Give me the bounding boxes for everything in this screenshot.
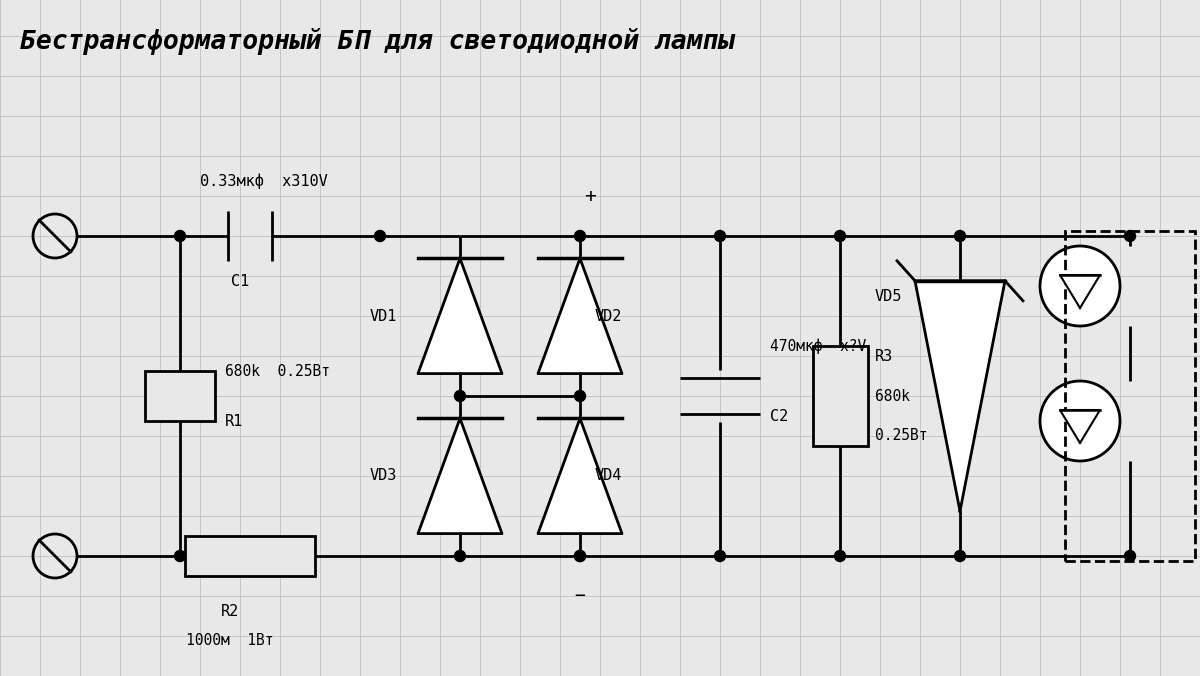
Circle shape — [954, 231, 966, 241]
Circle shape — [954, 550, 966, 562]
Circle shape — [714, 231, 726, 241]
Text: R1: R1 — [226, 414, 244, 429]
Circle shape — [1124, 550, 1135, 562]
Bar — [145, 371, 215, 421]
Text: 0.25Вт: 0.25Вт — [875, 429, 928, 443]
Bar — [185, 536, 314, 576]
Polygon shape — [1060, 275, 1100, 308]
Circle shape — [174, 231, 186, 241]
Text: C1: C1 — [230, 274, 250, 289]
Text: VD1: VD1 — [370, 308, 397, 324]
Text: VD5: VD5 — [875, 289, 902, 304]
Text: C2: C2 — [770, 408, 788, 423]
Text: 1000м  1Вт: 1000м 1Вт — [186, 633, 274, 648]
Circle shape — [834, 231, 846, 241]
Circle shape — [455, 391, 466, 402]
Circle shape — [374, 231, 385, 241]
Circle shape — [174, 550, 186, 562]
Text: 470мкф  х?V: 470мкф х?V — [770, 338, 866, 354]
Polygon shape — [418, 418, 502, 533]
Bar — [1066, 231, 1195, 561]
Bar — [812, 346, 868, 446]
Polygon shape — [538, 258, 622, 374]
Text: 680k: 680k — [875, 389, 910, 404]
Text: VD3: VD3 — [370, 468, 397, 483]
Text: +: + — [584, 187, 596, 206]
Polygon shape — [538, 418, 622, 533]
Text: Бестрансформаторный БП для светодиодной лампы: Бестрансформаторный БП для светодиодной … — [20, 28, 734, 55]
Circle shape — [1040, 246, 1120, 326]
Text: R3: R3 — [875, 349, 893, 364]
Text: R2: R2 — [221, 604, 239, 619]
Polygon shape — [418, 258, 502, 374]
Circle shape — [455, 550, 466, 562]
Circle shape — [575, 550, 586, 562]
Text: VD4: VD4 — [595, 468, 623, 483]
Text: 680k  0.25Вт: 680k 0.25Вт — [226, 364, 330, 379]
Circle shape — [834, 550, 846, 562]
Circle shape — [1124, 231, 1135, 241]
Text: −: − — [575, 587, 586, 605]
Text: 0.33мкф  х310V: 0.33мкф х310V — [200, 173, 328, 189]
Circle shape — [575, 231, 586, 241]
Text: VD2: VD2 — [595, 308, 623, 324]
Circle shape — [575, 550, 586, 562]
Circle shape — [714, 550, 726, 562]
Circle shape — [575, 391, 586, 402]
Polygon shape — [916, 281, 1006, 511]
Circle shape — [1040, 381, 1120, 461]
Polygon shape — [1060, 410, 1100, 443]
